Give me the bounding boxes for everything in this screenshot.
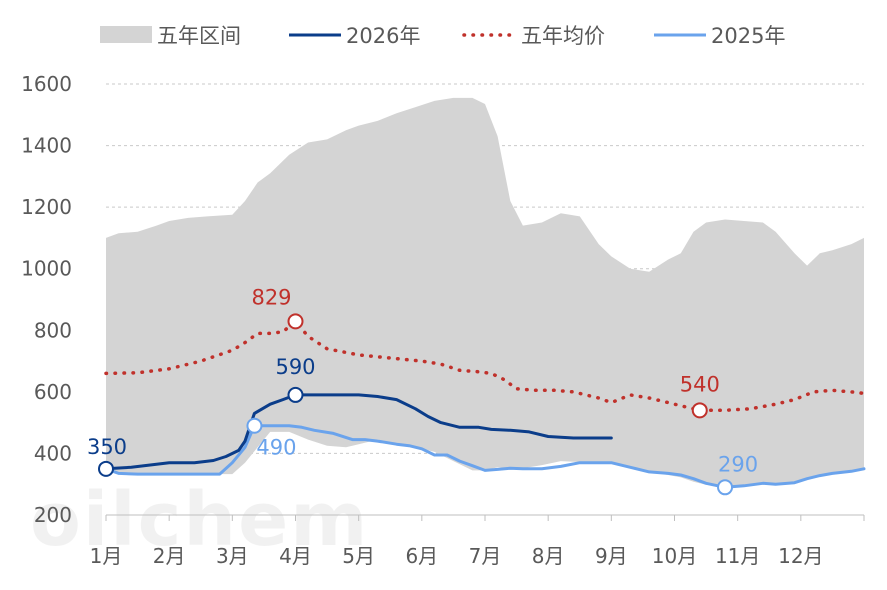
data-labels: 350 590 829 540 490 290 xyxy=(87,285,758,476)
series-line-2025 xyxy=(104,424,866,489)
legend-label: 2025年 xyxy=(711,24,785,48)
data-label-avg: 829 xyxy=(251,285,291,309)
legend-item-avg: 五年均价 xyxy=(462,24,605,48)
marker-2026 xyxy=(287,386,304,403)
x-tick-label: 3月 xyxy=(216,544,249,568)
data-label-2026: 590 xyxy=(275,355,315,379)
y-tick-label: 400 xyxy=(34,441,72,465)
y-tick-label: 800 xyxy=(34,318,72,342)
x-tick-label: 9月 xyxy=(595,544,628,568)
x-tick-label: 4月 xyxy=(279,544,312,568)
y-tick-label: 1000 xyxy=(21,257,72,281)
y-tick-label: 200 xyxy=(34,503,72,527)
data-label-2025: 290 xyxy=(718,452,758,476)
axes: 200 400 600 800 1000 1200 1400 1600 1月 2月 3月 4月 5月 6月… xyxy=(21,72,865,568)
series-line-avg xyxy=(104,319,866,413)
x-tick-label: 7月 xyxy=(469,544,502,568)
legend-item-2025: 2025年 xyxy=(654,24,785,48)
marker-2025 xyxy=(246,417,263,434)
y-tick-label: 1200 xyxy=(21,195,72,219)
x-tick-label: 8月 xyxy=(532,544,565,568)
legend-label: 2026年 xyxy=(346,24,420,48)
legend-item-range: 五年区间 xyxy=(100,24,241,48)
legend-label: 五年区间 xyxy=(157,24,241,48)
x-tick-label: 12月 xyxy=(778,544,823,568)
legend-swatch xyxy=(100,26,152,43)
data-label-avg: 540 xyxy=(680,372,720,396)
data-markers xyxy=(98,313,734,496)
x-tick-label: 11月 xyxy=(715,544,760,568)
legend-label: 五年均价 xyxy=(521,24,605,48)
marker-avg xyxy=(287,313,304,330)
y-tick-label: 600 xyxy=(34,380,72,404)
data-label-2025: 490 xyxy=(256,436,296,460)
series-lines xyxy=(104,319,866,489)
marker-avg xyxy=(691,402,708,419)
y-tick-label: 1600 xyxy=(21,72,72,96)
data-label-2026: 350 xyxy=(87,435,127,459)
y-tick-label: 1400 xyxy=(21,134,72,158)
x-tick-label: 10月 xyxy=(652,544,697,568)
x-tick-label: 2月 xyxy=(153,544,186,568)
x-tick-label: 1月 xyxy=(90,544,123,568)
x-tick-label: 6月 xyxy=(405,544,438,568)
series-line-2026 xyxy=(104,393,613,471)
legend-item-2026: 2026年 xyxy=(289,24,420,48)
marker-2025 xyxy=(717,479,734,496)
watermark-text: oilchem xyxy=(30,477,369,563)
legend: 五年区间 2026年 五年均价 2025年 xyxy=(100,24,785,48)
marker-2026 xyxy=(98,460,114,477)
x-tick-label: 5月 xyxy=(342,544,375,568)
